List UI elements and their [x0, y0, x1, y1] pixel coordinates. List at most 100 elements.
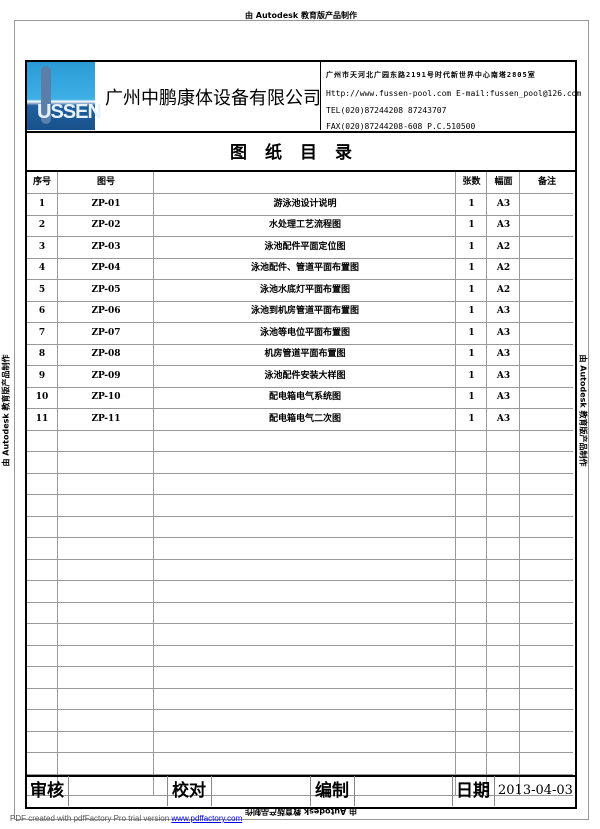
telephone: TEL(020)87244208 87243707 [326, 106, 447, 115]
column-header: 张数 [455, 172, 487, 193]
table-row: 8 ZP-08 机房管道平面布置图 1 A3 [27, 344, 573, 366]
table-row [27, 666, 573, 689]
table-cell [519, 580, 574, 602]
table-cell [57, 451, 154, 473]
address: 广州市天河北广园东路2191号时代新世界中心南塔2805室 [326, 71, 536, 79]
table-row: 3 ZP-03 泳池配件平面定位图 1 A2 [27, 236, 574, 259]
table-cell: A3 [486, 193, 520, 215]
table-cell [519, 236, 574, 258]
column-header [153, 172, 456, 193]
table-row [27, 774, 573, 796]
table-row [27, 451, 573, 474]
watermark-left: 由 Autodesk 教育版产品制作 [1, 354, 11, 467]
compile-label: 编制 [315, 781, 349, 801]
table-cell [27, 624, 57, 645]
table-cell [455, 774, 487, 795]
table-cell: 泳池配件平面定位图 [153, 236, 456, 258]
divider [310, 776, 311, 806]
table-row [27, 430, 573, 452]
table-cell [153, 774, 456, 795]
pdf-note: PDF created with pdfFactory Pro trial ve… [10, 814, 242, 823]
table-cell: 泳池等电位平面布置图 [153, 322, 456, 344]
table-cell: 水处理工艺流程图 [153, 215, 456, 236]
table-cell: ZP-09 [57, 365, 154, 387]
table-cell [519, 258, 574, 279]
table-cell: 1 [455, 301, 487, 322]
column-header: 幅面 [486, 172, 520, 193]
table-cell [27, 430, 57, 451]
table-cell [57, 494, 154, 516]
table-cell: ZP-10 [57, 387, 154, 408]
table-cell: 6 [38, 306, 46, 316]
table-cell [519, 516, 574, 537]
table-cell: ZP-01 [57, 193, 154, 215]
table-cell [486, 709, 520, 731]
table-cell: A2 [486, 279, 520, 301]
table-cell [27, 473, 57, 494]
table-cell: 7 [38, 327, 46, 338]
table-row [27, 752, 573, 775]
table-cell [153, 709, 456, 731]
table-cell: 1 [455, 408, 487, 430]
table-cell [57, 580, 154, 602]
table-cell: 1 [455, 258, 487, 279]
pdffactory-link[interactable]: www.pdffactory.com [171, 814, 243, 823]
table-cell: 11 [35, 413, 49, 424]
table-cell [153, 731, 456, 752]
table-row [27, 688, 573, 710]
table-cell: 泳池水底灯平面布置图 [153, 279, 456, 301]
drawing-frame [25, 60, 577, 809]
table-cell [27, 516, 57, 537]
divider [452, 776, 453, 806]
table-cell [27, 495, 57, 516]
table-cell [519, 193, 574, 215]
table-row: 11 ZP-11 配电箱电气二次图 1 A3 [27, 408, 574, 431]
table-cell: 1 [455, 365, 487, 387]
table-cell [519, 344, 574, 365]
table-cell: A3 [486, 322, 520, 344]
table-cell [27, 538, 57, 559]
table-cell: 机房管道平面布置图 [153, 344, 456, 365]
table-cell: ZP-04 [57, 258, 154, 279]
table-cell: 1 [455, 236, 487, 258]
divider [25, 131, 575, 133]
table-cell [519, 215, 574, 236]
table-cell: 10 [35, 392, 49, 402]
table-cell: A2 [486, 258, 520, 279]
table-row [27, 473, 573, 495]
divider [68, 776, 69, 806]
table-cell [57, 537, 154, 559]
table-cell [57, 688, 154, 709]
table-cell [519, 688, 574, 709]
table-cell: 2 [38, 220, 46, 230]
table-cell [57, 623, 154, 645]
table-cell [519, 322, 574, 344]
divider [167, 776, 168, 806]
table-cell [57, 709, 154, 731]
table-row [27, 537, 574, 560]
review-label: 审核 [30, 781, 64, 801]
table-cell [57, 559, 154, 580]
table-cell [455, 451, 487, 473]
table-cell [486, 602, 520, 623]
table-cell [519, 408, 574, 430]
table-cell [519, 537, 574, 559]
table-cell [27, 452, 57, 473]
table-cell [486, 774, 520, 795]
table-cell [519, 473, 574, 494]
table-cell [153, 473, 456, 494]
watermark-right: 由 Autodesk 教育版产品制作 [578, 354, 588, 467]
table-cell [455, 688, 487, 709]
table-cell [455, 430, 487, 451]
table-cell [486, 666, 520, 688]
table-cell: ZP-02 [57, 215, 154, 236]
table-row: 4 ZP-04 泳池配件、管道平面布置图 1 A2 [27, 258, 573, 280]
table-cell [519, 559, 574, 580]
table-cell [486, 752, 520, 774]
table-cell [27, 645, 57, 666]
web-email: Http://www.fussen-pool.com E-mail:fussen… [326, 89, 582, 98]
table-cell [27, 753, 57, 774]
table-cell: A3 [486, 387, 520, 408]
table-cell [486, 430, 520, 451]
table-cell: 泳池到机房管道平面布置图 [153, 301, 456, 322]
